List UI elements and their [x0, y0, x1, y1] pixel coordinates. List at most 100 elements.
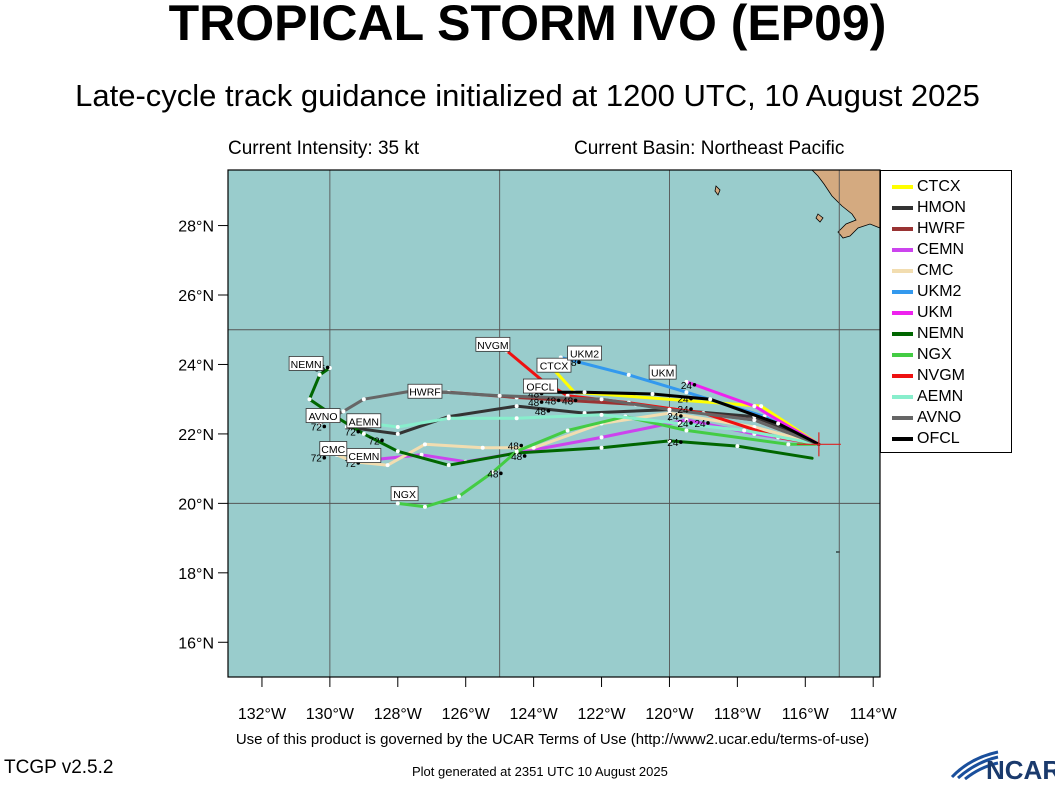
- forecast-hour-dot: [556, 398, 561, 403]
- track-point-hmon: [395, 431, 400, 436]
- track-point-cmc: [480, 445, 485, 450]
- track-label-ofcl: OFCL: [526, 382, 554, 394]
- legend-swatch: [892, 395, 913, 399]
- lat-tick-label: 26°N: [178, 288, 214, 305]
- track-point-cemn: [599, 435, 604, 440]
- track-point-cemn: [419, 452, 424, 457]
- legend-label: CMC: [917, 262, 954, 279]
- forecast-hour-label: 48: [508, 442, 520, 453]
- track-label-box-nvgm: [475, 336, 511, 352]
- track-ctcx: [549, 364, 821, 446]
- track-point-cmc: [667, 411, 672, 416]
- legend-item-ukm: UKM: [881, 302, 1011, 323]
- track-point-ofcl: [582, 390, 587, 395]
- lon-tick-label: 126°W: [442, 706, 491, 723]
- legend-label: NEMN: [917, 325, 965, 342]
- track-point-ngx: [490, 470, 495, 475]
- legend-label: HMON: [917, 199, 966, 216]
- forecast-hour-label: 72: [311, 422, 323, 433]
- legend-item-cmc: CMC: [881, 260, 1011, 281]
- forecast-hour-label: 48: [528, 389, 540, 400]
- ncar-logo-text: NCAR: [986, 755, 1055, 780]
- track-point-ofcl: [650, 391, 655, 396]
- track-point-avno: [361, 397, 366, 402]
- forecast-hour-label: 48: [511, 452, 523, 463]
- track-point-ngx: [422, 504, 427, 509]
- lat-tick-label: 24°N: [178, 357, 214, 374]
- storm-center-marker: [796, 432, 841, 457]
- track-label-box-nemn: [288, 356, 324, 371]
- legend-swatch: [892, 332, 913, 336]
- legend-label: AEMN: [917, 388, 964, 405]
- legend-swatch: [892, 269, 913, 273]
- forecast-hour-dot: [325, 365, 330, 370]
- track-point-aemn: [446, 416, 451, 421]
- forecast-hour-label: 72: [311, 454, 323, 465]
- chart-subtitle: Late-cycle track guidance initialized at…: [75, 78, 980, 113]
- forecast-hour-labels: 9672727272724848484848484848482424242424…: [311, 358, 710, 480]
- forecast-hour-dot: [522, 454, 527, 458]
- track-label-nemn: NEMN: [291, 359, 322, 371]
- forecast-hour-label: 24: [677, 405, 689, 416]
- forecast-hour-dot: [679, 440, 683, 444]
- track-point-ngx: [786, 442, 791, 447]
- track-label-box-ofcl: [523, 378, 558, 394]
- terms-of-use: Use of this product is governed by the U…: [235, 731, 870, 748]
- legend-label: CEMN: [917, 241, 965, 258]
- baja-california-land: [811, 169, 881, 239]
- legend: CTCX HMON HWRF CEMN CMC UKM2 UKM NEMN NGX NVGM AEM…: [880, 170, 1012, 453]
- forecast-hour-dot: [380, 438, 384, 443]
- current-basin: Current Basin: Northeast Pacific: [574, 138, 845, 159]
- legend-item-hwrf: HWRF: [881, 218, 1011, 239]
- track-point-nemn: [395, 449, 400, 454]
- forecast-hour-label: 72: [345, 459, 357, 470]
- track-point-ctcx: [759, 404, 764, 409]
- lon-tick-label: 128°W: [374, 706, 423, 723]
- forecast-hour-label: 48: [535, 407, 547, 418]
- track-point-nemn: [307, 397, 312, 402]
- lon-tick-label: 114°W: [850, 706, 898, 723]
- forecast-hour-dot: [692, 382, 697, 387]
- track-point-ukm2: [626, 372, 631, 377]
- track-point-nemn: [361, 431, 366, 436]
- track-point-hmon: [514, 404, 519, 409]
- version-label: TCGP v2.5.2: [4, 757, 114, 778]
- legend-label: OFCL: [917, 430, 960, 447]
- legend-swatch: [892, 353, 913, 357]
- legend-label: NGX: [917, 346, 952, 363]
- lon-tick-label: 118°W: [714, 706, 762, 723]
- track-label-cmc: CMC: [321, 444, 345, 456]
- track-point-cmc: [385, 463, 390, 468]
- lon-tick-label: 120°W: [645, 706, 694, 723]
- track-ngx: [396, 415, 821, 509]
- track-label-cemn: CEMN: [348, 451, 379, 463]
- track-point-ngx: [395, 501, 400, 506]
- track-hmon: [345, 404, 821, 446]
- lat-tick-label: 20°N: [178, 496, 214, 513]
- axes: 132°W 130°W 128°W 126°W 124°W 122°W 120°W 118°W…: [178, 169, 898, 723]
- forecast-hour-dot: [689, 421, 693, 425]
- chart-title: TROPICAL STORM IVO (EP09): [168, 0, 887, 51]
- legend-item-aemn: AEMN: [881, 386, 1011, 407]
- track-point-ngx: [456, 494, 461, 499]
- forecast-hour-dot: [573, 398, 578, 403]
- forecast-hour-label: 24: [677, 395, 689, 406]
- legend-swatch: [892, 311, 913, 315]
- lat-tick-label: 28°N: [178, 219, 214, 236]
- lon-tick-label: 132°W: [238, 706, 287, 723]
- forecast-hour-label: 24: [681, 381, 693, 392]
- lat-tick-label: 22°N: [178, 427, 214, 444]
- legend-item-ngx: NGX: [881, 344, 1011, 365]
- track-point-avno: [667, 407, 672, 412]
- track-label-box-hwrf: [407, 383, 443, 399]
- track-point-nemn: [317, 372, 322, 377]
- track-point-ngx: [514, 449, 519, 454]
- legend-item-cemn: CEMN: [881, 239, 1011, 260]
- track-label-ctcx: CTCX: [540, 361, 569, 373]
- track-point-aemn: [742, 428, 747, 433]
- legend-swatch: [892, 206, 913, 210]
- track-point-nemn: [735, 444, 740, 449]
- track-label-box-ukm: [648, 364, 677, 380]
- track-label-box-ctcx: [536, 357, 572, 373]
